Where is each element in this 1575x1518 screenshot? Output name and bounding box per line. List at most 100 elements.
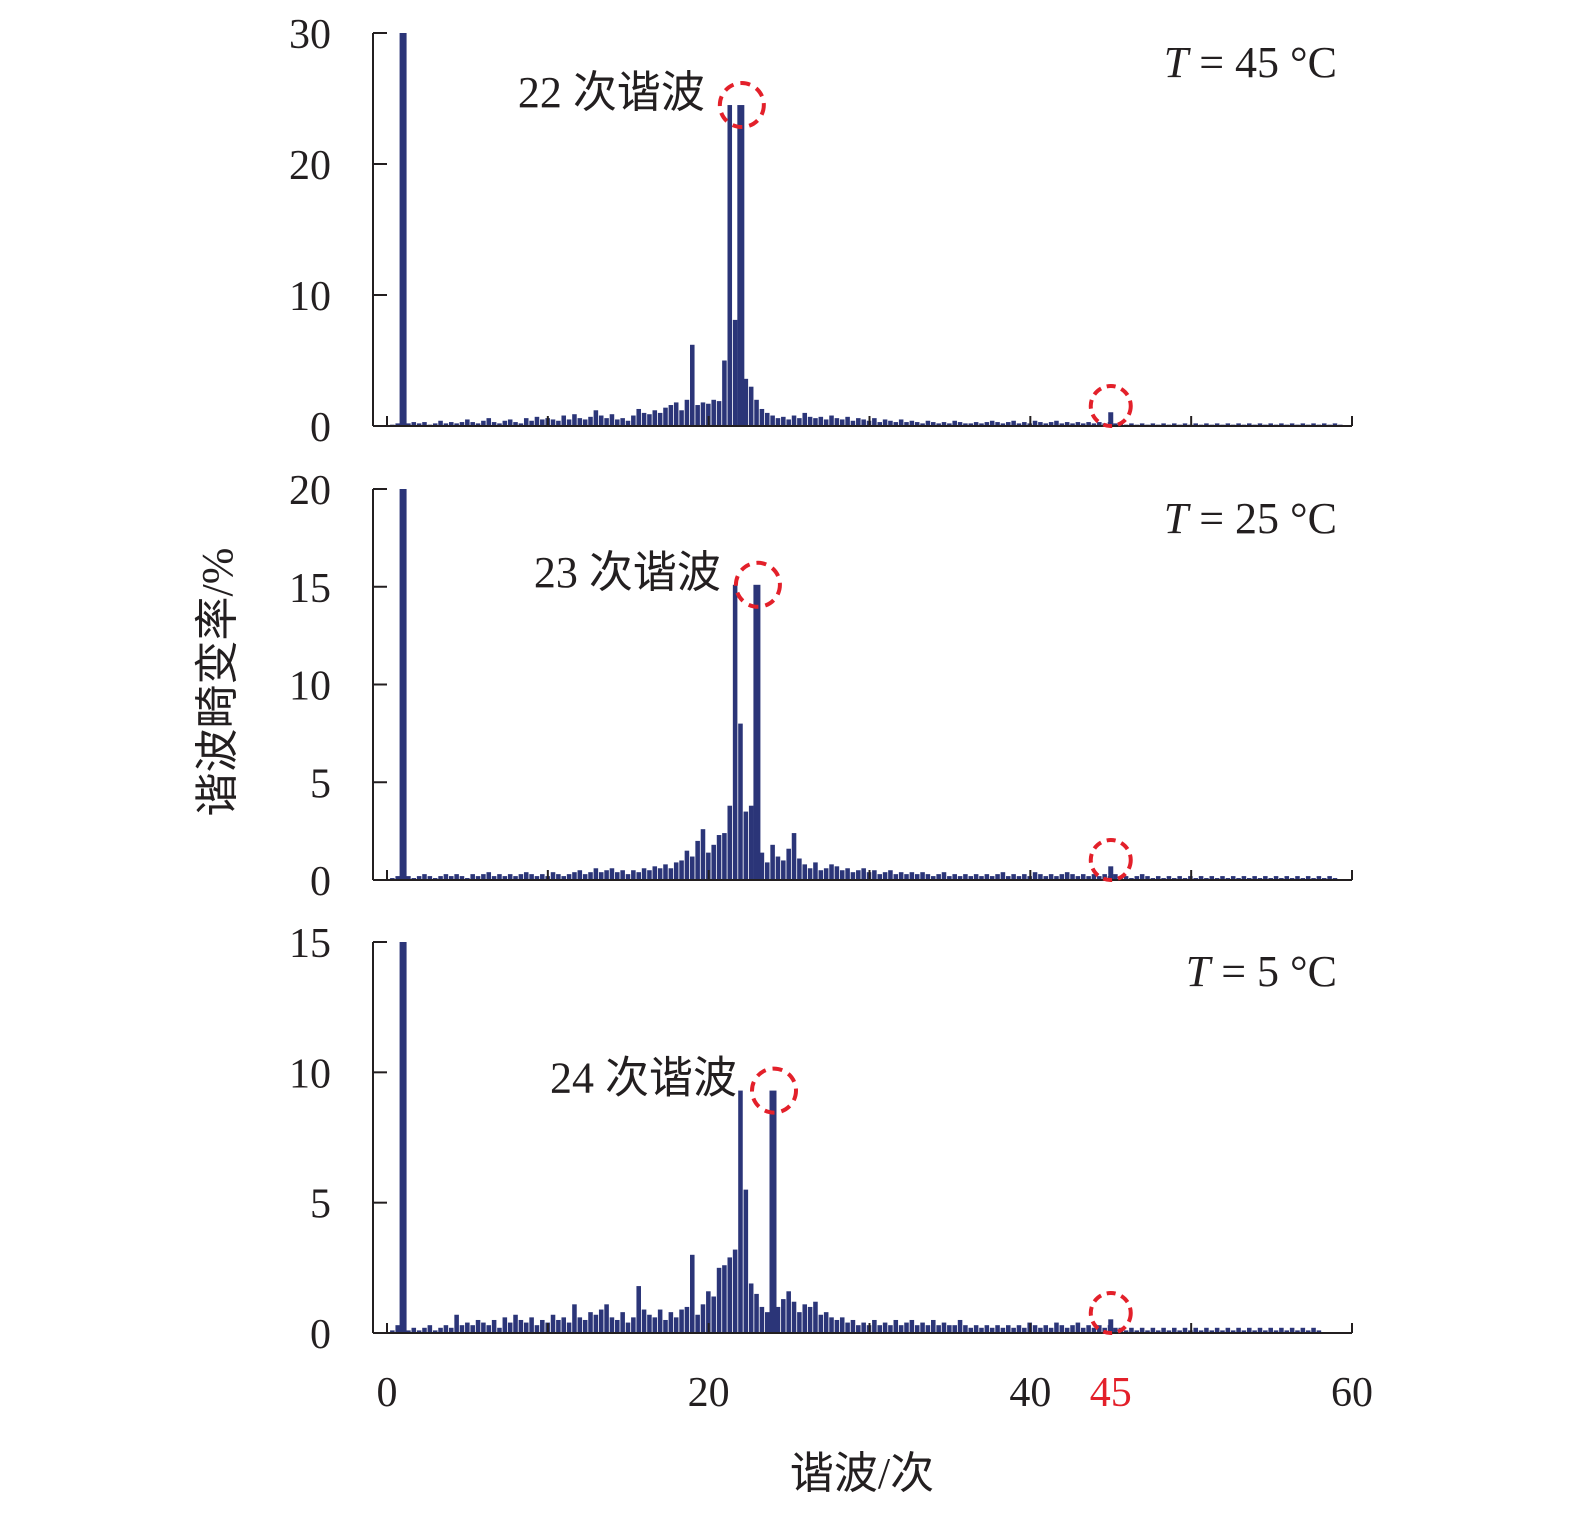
y-tick-label: 10 (289, 664, 331, 710)
bar (722, 1265, 727, 1333)
bar (663, 864, 668, 880)
bar (770, 844, 775, 880)
bar (936, 423, 941, 426)
bar (1000, 423, 1006, 426)
bar (1321, 423, 1327, 426)
bar (791, 833, 797, 880)
bar (1204, 1327, 1209, 1333)
bar (839, 419, 845, 426)
bar (877, 422, 882, 426)
bar (877, 874, 882, 880)
bar (657, 1309, 663, 1333)
bar (1048, 874, 1054, 880)
bar (781, 1299, 786, 1333)
chart-panels: 0 10 20 30 22 次谐波 T = 45 °C 0 5 10 15 20 23 次谐波 T = … (289, 12, 1373, 1416)
bar (861, 868, 866, 880)
bar (668, 868, 674, 880)
bar (963, 874, 968, 880)
bar (706, 1291, 711, 1333)
bar (438, 876, 443, 880)
bar (486, 872, 492, 880)
bar (898, 872, 904, 880)
bar (797, 418, 802, 426)
bar (754, 399, 759, 426)
bar (1300, 1327, 1306, 1333)
bar (764, 862, 770, 880)
bar (497, 423, 502, 426)
bar (872, 418, 877, 426)
bar (807, 868, 813, 880)
y-tick-label: 5 (310, 761, 331, 807)
y-tick-label: 5 (310, 1182, 331, 1228)
bar (1263, 1330, 1268, 1333)
bar (1284, 876, 1290, 880)
bar (481, 874, 486, 880)
bar (625, 420, 631, 426)
bar (647, 1314, 652, 1333)
bar (422, 874, 427, 880)
bar (668, 405, 674, 426)
bar (1305, 1330, 1311, 1333)
bar (406, 423, 411, 426)
bar (748, 386, 754, 426)
bar (904, 1322, 909, 1333)
bar (1016, 1325, 1022, 1333)
bar (1139, 874, 1145, 880)
bar (593, 1314, 599, 1333)
bar (925, 1325, 931, 1333)
bar (909, 420, 915, 426)
bar (1220, 876, 1225, 880)
bar (631, 870, 636, 880)
bar (416, 876, 422, 880)
bar (502, 420, 508, 426)
bar (786, 1291, 791, 1333)
x-tick-label: 60 (1331, 1370, 1373, 1416)
bar (1038, 422, 1043, 426)
bar (475, 1319, 481, 1333)
bar (936, 874, 941, 880)
bar (861, 419, 866, 426)
bar (448, 422, 454, 426)
bar (850, 872, 856, 880)
bar (743, 378, 749, 426)
bar (556, 1319, 561, 1333)
bar (459, 876, 465, 880)
bar (566, 419, 572, 426)
bar (823, 419, 829, 426)
bar (1091, 423, 1097, 426)
bar (550, 419, 556, 426)
peak-highlight-circle (750, 1066, 798, 1115)
panel-middle: 0 5 10 15 20 23 次谐波 T = 25 °C (289, 468, 1353, 905)
bar (1005, 876, 1011, 880)
bar (513, 1314, 518, 1333)
bar (673, 1317, 679, 1333)
bar (406, 876, 411, 880)
bar (1247, 1327, 1252, 1333)
bar (872, 870, 877, 880)
bar (1161, 423, 1166, 426)
bar (1300, 423, 1306, 426)
bar (1129, 1327, 1134, 1333)
bar (738, 723, 743, 880)
bar (1209, 1330, 1215, 1333)
bar (598, 1309, 604, 1333)
bar (1214, 423, 1220, 426)
bar (679, 410, 684, 426)
bar (540, 1319, 545, 1333)
bar (807, 1306, 813, 1333)
bar (1150, 1327, 1156, 1333)
bar (1070, 1325, 1075, 1333)
bar (406, 1330, 411, 1333)
bar (845, 416, 850, 426)
bar (775, 856, 781, 880)
bar (454, 1314, 459, 1333)
bar (1080, 1327, 1086, 1333)
bar (411, 1327, 417, 1333)
bar (1241, 1330, 1247, 1333)
bar (791, 1301, 797, 1333)
peak-highlight-circle (717, 81, 766, 130)
highlight-bar (1108, 1319, 1114, 1333)
bar (995, 1325, 1000, 1333)
bar (931, 422, 936, 426)
bar (529, 874, 534, 880)
